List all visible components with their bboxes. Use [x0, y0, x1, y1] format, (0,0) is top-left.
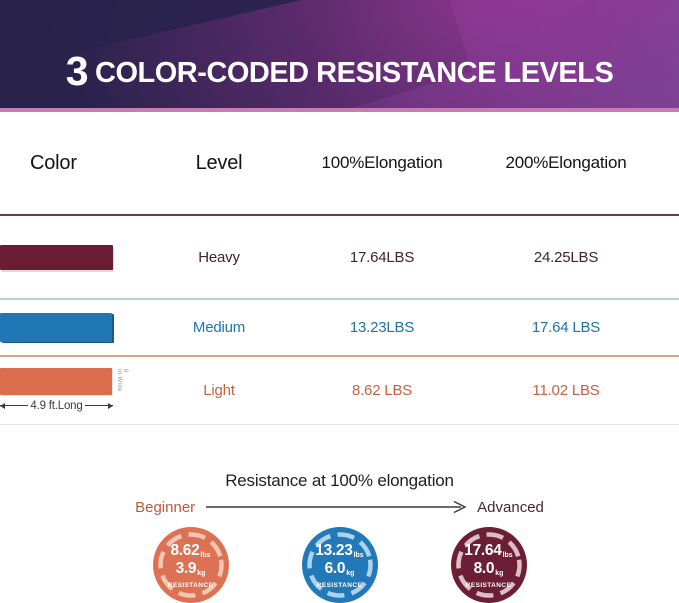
kilograms-value: 3.9: [175, 560, 197, 577]
page-title-number: 3: [65, 48, 89, 94]
kilograms-value: 6.0: [324, 560, 346, 577]
elongation-100-value: 17.64LBS: [349, 248, 415, 266]
badge-caption: RESISTANCE: [465, 582, 512, 589]
pounds-unit: lbs: [200, 552, 211, 559]
kilograms-unit: kg: [197, 570, 206, 577]
table-row-light: 6 in.Wide 4.9 ft.Long Light 8.62 LBS 11.…: [0, 357, 679, 425]
column-header-level: Level: [195, 151, 243, 174]
dimension-arrow-left: [0, 402, 29, 409]
resistance-badge-medium: 13.23lbs 6.0kg RESISTANCE: [301, 527, 378, 603]
color-band-cell: [0, 313, 150, 342]
resistance-badge-light: 8.62lbs 3.9kg RESISTANCE: [152, 527, 229, 603]
table-row-heavy: Heavy 17.64LBS 24.25LBS: [0, 216, 679, 300]
advanced-label: Advanced: [477, 498, 544, 516]
pounds-value: 8.62: [170, 542, 200, 559]
kilograms-unit: kg: [495, 570, 504, 577]
resistance-badges: 8.62lbs 3.9kg RESISTANCE 13.23lbs 6.0kg …: [0, 527, 679, 603]
badge-caption: RESISTANCE: [167, 582, 214, 589]
elongation-100-value: 8.62 LBS: [351, 382, 413, 399]
header-banner: 3 COLOR-CODED RESISTANCE LEVELS: [0, 0, 679, 112]
dashed-ring-icon: [455, 532, 522, 598]
band-width-label: 6 in.Wide: [116, 368, 128, 392]
kilograms-unit: kg: [346, 570, 355, 577]
page-title: 3 COLOR-CODED RESISTANCE LEVELS: [0, 48, 679, 95]
badge-text: 17.64lbs 8.0kg RESISTANCE: [451, 527, 527, 603]
color-band-cell: [0, 244, 150, 270]
column-header-color: Color: [30, 151, 77, 174]
kilograms-value: 8.0: [473, 560, 495, 577]
medium-color-band: [0, 313, 112, 342]
band-length-dimension: 4.9 ft.Long: [0, 398, 114, 414]
elongation-200-value: 17.64 LBS: [531, 319, 601, 336]
light-color-band: [0, 367, 112, 395]
elongation-100-value: 13.23LBS: [349, 319, 415, 336]
light-band-wrap: 6 in.Wide: [0, 367, 128, 395]
color-band-cell: 6 in.Wide 4.9 ft.Long: [0, 367, 150, 414]
pounds-value: 13.23: [315, 542, 353, 559]
level-label: Light: [203, 382, 235, 399]
resistance-badge-heavy: 17.64lbs 8.0kg RESISTANCE: [450, 527, 527, 603]
beginner-to-advanced-arrow-icon: [206, 500, 467, 514]
column-header-100-elongation: 100%Elongation: [321, 153, 443, 172]
elongation-200-value: 11.02 LBS: [532, 382, 600, 399]
beginner-label: Beginner: [135, 498, 196, 516]
level-label: Medium: [192, 319, 246, 336]
skill-level-row: Beginner Advanced: [0, 498, 679, 516]
dimension-arrow-right: [84, 402, 114, 409]
column-header-200-elongation: 200%Elongation: [505, 153, 627, 172]
page-title-text: COLOR-CODED RESISTANCE LEVELS: [95, 57, 614, 89]
badge-text: 8.62lbs 3.9kg RESISTANCE: [153, 527, 229, 603]
table-row-medium: Medium 13.23LBS 17.64 LBS: [0, 300, 679, 357]
dashed-ring-icon: [157, 532, 224, 598]
table-header-row: Color Level 100%Elongation 200%Elongatio…: [0, 112, 679, 216]
scale-title: Resistance at 100% elongation: [225, 471, 454, 490]
heavy-color-band: [0, 244, 113, 270]
level-label: Heavy: [198, 248, 240, 266]
badge-text: 13.23lbs 6.0kg RESISTANCE: [302, 527, 378, 603]
pounds-unit: lbs: [502, 552, 513, 559]
resistance-scale-section: Resistance at 100% elongation Beginner A…: [0, 425, 679, 603]
resistance-table: Color Level 100%Elongation 200%Elongatio…: [0, 112, 679, 425]
pounds-unit: lbs: [353, 552, 364, 559]
dashed-ring-icon: [306, 532, 373, 598]
elongation-200-value: 24.25LBS: [533, 248, 599, 266]
pounds-value: 17.64: [464, 542, 502, 559]
badge-caption: RESISTANCE: [316, 582, 363, 589]
band-length-label: 4.9 ft.Long: [30, 399, 83, 412]
